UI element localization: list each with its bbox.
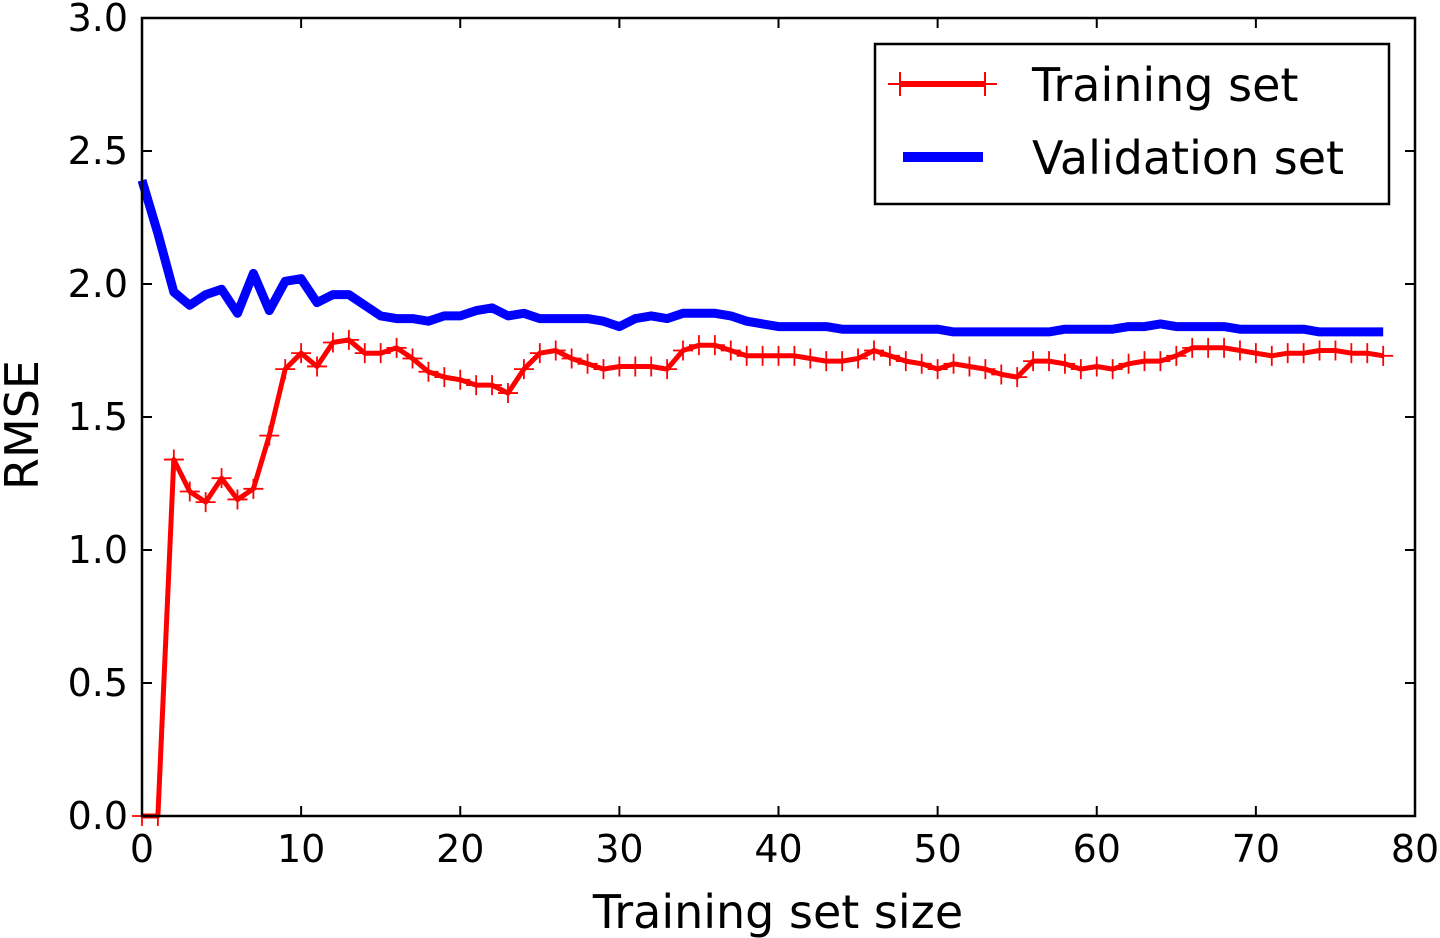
training-point-marker	[418, 361, 439, 382]
training-point-marker	[1373, 345, 1394, 366]
plot-lines	[132, 179, 1394, 826]
training-point-marker	[577, 353, 598, 374]
training-point-marker	[322, 332, 343, 353]
training-point-marker	[275, 359, 296, 380]
training-point-marker	[1007, 367, 1028, 388]
training-point-marker	[1166, 345, 1187, 366]
training-point-marker	[975, 359, 996, 380]
x-tick-label: 80	[1391, 827, 1439, 871]
x-tick-label: 40	[754, 827, 802, 871]
y-tick-label: 0.0	[68, 794, 128, 838]
training-point-marker	[1325, 340, 1346, 361]
x-tick-label: 70	[1232, 827, 1280, 871]
training-point-marker	[1214, 337, 1235, 358]
training-point-marker	[927, 359, 948, 380]
training-point-marker	[1357, 343, 1378, 364]
legend-box	[873, 42, 1391, 206]
training-point-marker	[895, 351, 916, 372]
training-point-marker	[784, 345, 805, 366]
training-point-marker	[545, 340, 566, 361]
y-tick-label: 2.5	[68, 129, 128, 173]
training-point-marker	[370, 343, 391, 364]
training-point-marker	[641, 356, 662, 377]
training-point-marker	[434, 367, 455, 388]
training-point-marker	[911, 353, 932, 374]
training-point-marker	[1261, 345, 1282, 366]
training-point-marker	[163, 449, 184, 470]
training-point-marker	[259, 425, 280, 446]
training-point-marker	[943, 353, 964, 374]
training-point-marker	[243, 478, 264, 499]
x-tick-label: 0	[130, 827, 154, 871]
training-point-marker	[497, 383, 518, 404]
y-axis-title: RMSE	[0, 360, 49, 490]
series-line-validation	[137, 179, 1384, 337]
training-point-marker	[450, 369, 471, 390]
y-axis-ticks: 0.0 0.5 1.0 1.5 2.0 2.5 3.0	[68, 0, 1415, 838]
legend-marker-training-1	[888, 72, 912, 96]
training-point-marker	[991, 364, 1012, 385]
x-axis-title: Training set size	[592, 885, 963, 938]
training-point-marker	[1039, 351, 1060, 372]
series-line-training	[142, 337, 1384, 819]
x-tick-label: 10	[277, 827, 325, 871]
training-point-marker	[1086, 356, 1107, 377]
training-point-marker	[482, 375, 503, 396]
legend-marker-training-2	[973, 72, 997, 96]
training-point-marker	[195, 492, 216, 513]
legend-label-training: Training set	[1031, 58, 1298, 112]
training-point-marker	[720, 340, 741, 361]
training-point-marker	[848, 348, 869, 369]
training-point-marker	[1070, 359, 1091, 380]
legend: Training set Validation set	[873, 42, 1391, 206]
training-point-marker	[832, 351, 853, 372]
training-point-marker	[1229, 340, 1250, 361]
training-point-marker	[386, 337, 407, 358]
y-tick-label: 1.5	[68, 395, 128, 439]
training-point-marker	[1118, 353, 1139, 374]
y-tick-label: 1.0	[68, 528, 128, 572]
y-tick-label: 0.5	[68, 661, 128, 705]
legend-item-validation: Validation set	[903, 131, 1344, 185]
x-axis-ticks: 0 10 20 30 40 50 60 70 80	[130, 18, 1439, 871]
y-tick-label: 3.0	[68, 0, 128, 40]
training-point-marker	[211, 468, 232, 489]
training-point-marker	[307, 356, 328, 377]
training-point-marker	[561, 348, 582, 369]
legend-label-validation: Validation set	[1032, 131, 1344, 185]
y-tick-label: 2.0	[68, 262, 128, 306]
training-point-marker	[1150, 351, 1171, 372]
x-tick-label: 60	[1073, 827, 1121, 871]
training-point-marker	[879, 345, 900, 366]
training-point-marker	[513, 359, 534, 380]
training-point-marker	[227, 489, 248, 510]
training-point-marker	[1245, 343, 1266, 364]
training-point-marker	[657, 359, 678, 380]
training-point-marker	[179, 481, 200, 502]
training-point-marker	[1293, 343, 1314, 364]
training-point-marker	[704, 335, 725, 356]
training-point-marker	[291, 343, 312, 364]
x-tick-label: 20	[436, 827, 484, 871]
training-point-marker	[529, 343, 550, 364]
training-point-marker	[1054, 353, 1075, 374]
training-point-marker	[863, 340, 884, 361]
training-point-marker	[338, 329, 359, 350]
training-point-marker	[673, 340, 694, 361]
training-point-marker	[402, 348, 423, 369]
x-tick-label: 30	[595, 827, 643, 871]
training-point-marker	[959, 356, 980, 377]
x-tick-label: 50	[913, 827, 961, 871]
training-point-marker	[1102, 359, 1123, 380]
training-point-marker	[593, 359, 614, 380]
training-point-marker	[800, 348, 821, 369]
legend-item-training: Training set	[888, 58, 1298, 112]
